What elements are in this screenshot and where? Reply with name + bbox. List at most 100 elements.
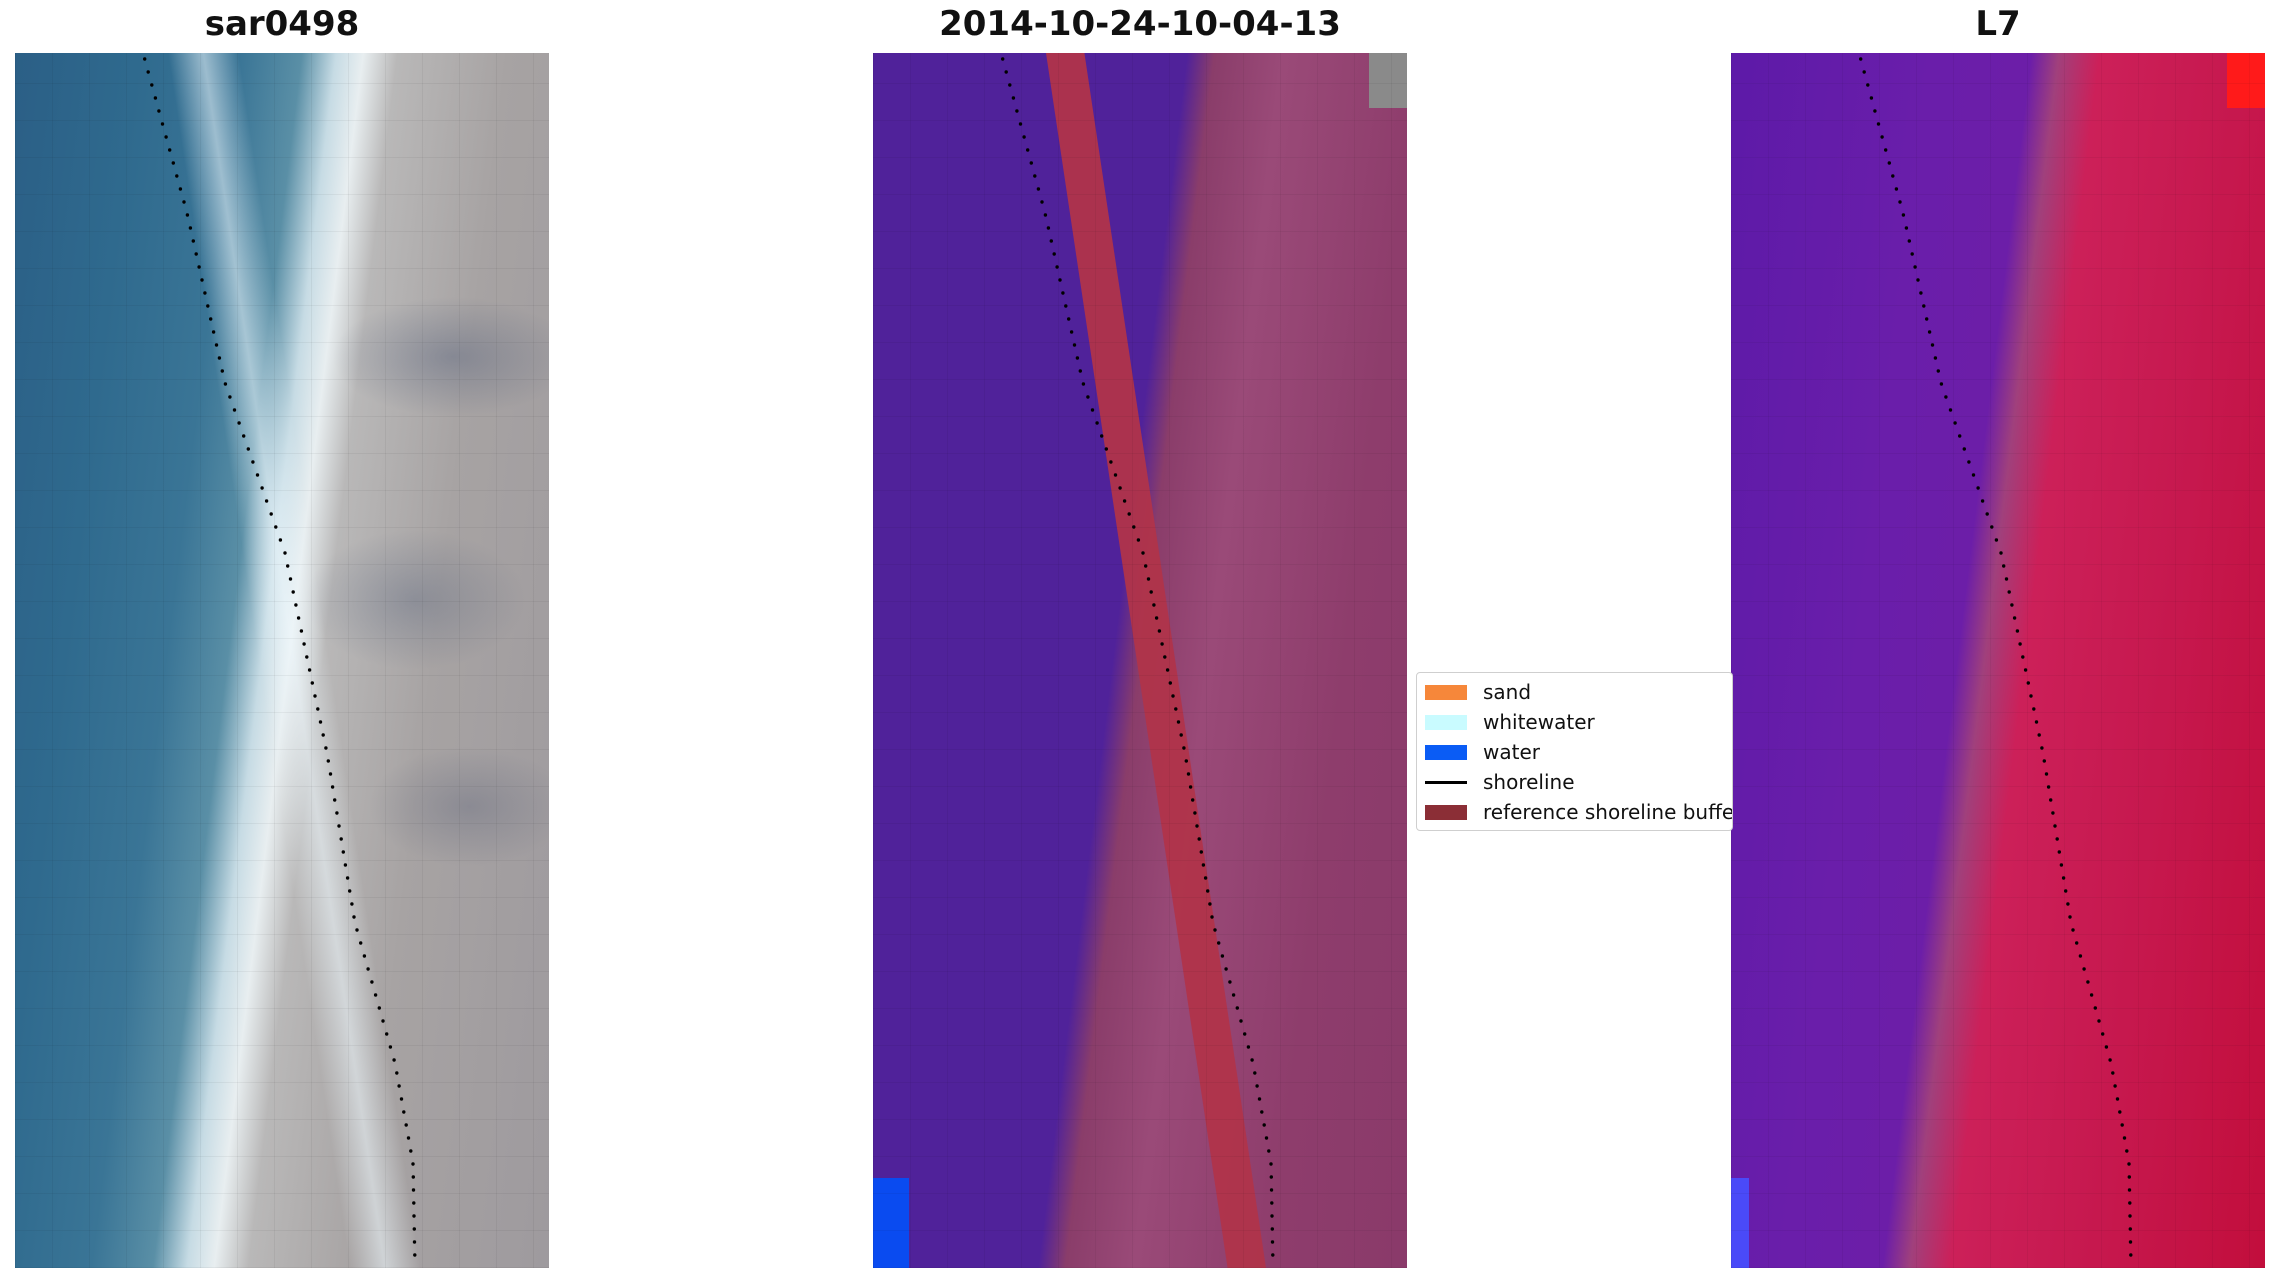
shoreline-point <box>1069 330 1074 334</box>
shoreline-point <box>1146 577 1151 581</box>
shoreline-point <box>1191 798 1195 802</box>
shoreline-point <box>1040 200 1044 204</box>
shoreline-point <box>2046 785 2051 789</box>
shoreline-point <box>2129 1253 2133 1257</box>
shoreline-point <box>1001 57 1005 61</box>
shoreline-point <box>1186 772 1191 776</box>
shoreline-point <box>2120 1123 2124 1127</box>
shoreline-point <box>1220 954 1225 958</box>
legend-label: water <box>1483 740 1540 764</box>
shoreline-point <box>1904 226 1909 230</box>
l7-image-panel <box>1731 53 2265 1268</box>
shoreline-point <box>302 642 306 646</box>
shoreline-point <box>313 694 317 698</box>
shoreline-point <box>326 759 330 763</box>
shoreline-point <box>1004 70 1008 74</box>
shoreline-point <box>1985 512 1989 516</box>
panel-title-rgb: sar0498 <box>204 4 360 44</box>
shoreline-point <box>1264 1136 1269 1140</box>
shoreline-point <box>220 369 224 373</box>
shoreline-point <box>2066 902 2070 906</box>
shoreline-point <box>318 720 323 724</box>
shoreline-point <box>1163 655 1167 659</box>
shoreline-point <box>1184 759 1188 763</box>
shoreline-point <box>1873 109 1877 113</box>
shoreline-point <box>1217 941 1221 945</box>
shoreline-point <box>2057 850 2061 854</box>
shoreline-point <box>395 1071 399 1075</box>
shoreline-point <box>2029 694 2033 698</box>
shoreline-point <box>366 967 370 971</box>
shoreline-point <box>2026 681 2030 685</box>
shoreline-point <box>1958 434 1962 438</box>
shoreline-point <box>188 226 193 230</box>
shoreline-point <box>2115 1097 2120 1101</box>
shoreline-point <box>1132 525 1136 529</box>
legend-label: shoreline <box>1483 770 1575 794</box>
shoreline-point <box>1246 1045 1251 1049</box>
shoreline-point <box>286 564 290 568</box>
shoreline-point <box>1210 915 1214 919</box>
shoreline-point <box>1109 460 1113 464</box>
shoreline-point <box>1165 668 1170 672</box>
classification-image-panel <box>873 53 1407 1268</box>
shoreline-point <box>2004 577 2009 581</box>
shoreline-point <box>1199 850 1203 854</box>
shoreline-point <box>345 876 350 880</box>
shoreline-point <box>211 330 216 334</box>
shoreline-point <box>1930 343 1935 347</box>
shoreline-point <box>2042 759 2046 763</box>
shoreline-point <box>1927 330 1932 334</box>
shoreline-point <box>223 382 228 386</box>
shoreline-point <box>2078 954 2083 958</box>
shoreline-point <box>1967 460 1971 464</box>
shoreline-point <box>1260 1110 1264 1114</box>
shoreline-point <box>2068 915 2072 919</box>
shoreline-point <box>214 343 219 347</box>
shoreline-point <box>370 980 374 984</box>
shoreline-point <box>291 590 295 594</box>
shoreline-point <box>2007 590 2011 594</box>
shoreline-point <box>209 317 213 321</box>
shoreline-point <box>1208 902 1212 906</box>
shoreline-point <box>2051 811 2055 815</box>
shoreline-point <box>1029 161 1033 165</box>
shoreline-point <box>1270 1201 1274 1205</box>
red-corner-patch <box>2227 53 2265 108</box>
shoreline-point <box>2093 1006 2097 1010</box>
shoreline-point <box>150 83 154 87</box>
shoreline-point <box>330 785 335 789</box>
shoreline-point <box>402 1110 406 1114</box>
shoreline-point <box>1953 421 1957 425</box>
shoreline-point <box>1144 564 1148 568</box>
shoreline-point <box>1141 551 1145 555</box>
shoreline-point <box>348 889 352 893</box>
shoreline-point <box>335 811 339 815</box>
shoreline-point <box>1262 1123 1266 1127</box>
shoreline-point <box>1127 512 1131 516</box>
shoreline-point <box>310 681 314 685</box>
shoreline-point <box>2086 980 2090 984</box>
shoreline-point <box>1869 96 1874 100</box>
shoreline-point <box>2101 1032 2105 1036</box>
shoreline-point <box>296 616 301 620</box>
shoreline-point <box>1152 603 1156 607</box>
legend: sand whitewater water shoreline referenc… <box>1416 672 1733 831</box>
shoreline-point <box>164 135 168 139</box>
shoreline-point <box>1919 291 1923 295</box>
shoreline-point <box>2128 1227 2132 1231</box>
shoreline-point <box>385 1032 389 1036</box>
shoreline-point <box>1043 213 1048 217</box>
shoreline-point <box>194 252 198 256</box>
shoreline-point <box>337 824 341 828</box>
shoreline-point <box>1231 993 1236 997</box>
shoreline-point <box>2111 1071 2115 1075</box>
shoreline-point <box>1072 343 1077 347</box>
shoreline-point <box>352 915 356 919</box>
shoreline-dots <box>143 57 417 1257</box>
shoreline-point <box>1193 811 1197 815</box>
shoreline-point <box>1086 395 1090 399</box>
blue-corner-patch <box>1731 1178 1749 1268</box>
shoreline-point <box>2032 707 2036 711</box>
shoreline-point <box>1994 538 1999 542</box>
